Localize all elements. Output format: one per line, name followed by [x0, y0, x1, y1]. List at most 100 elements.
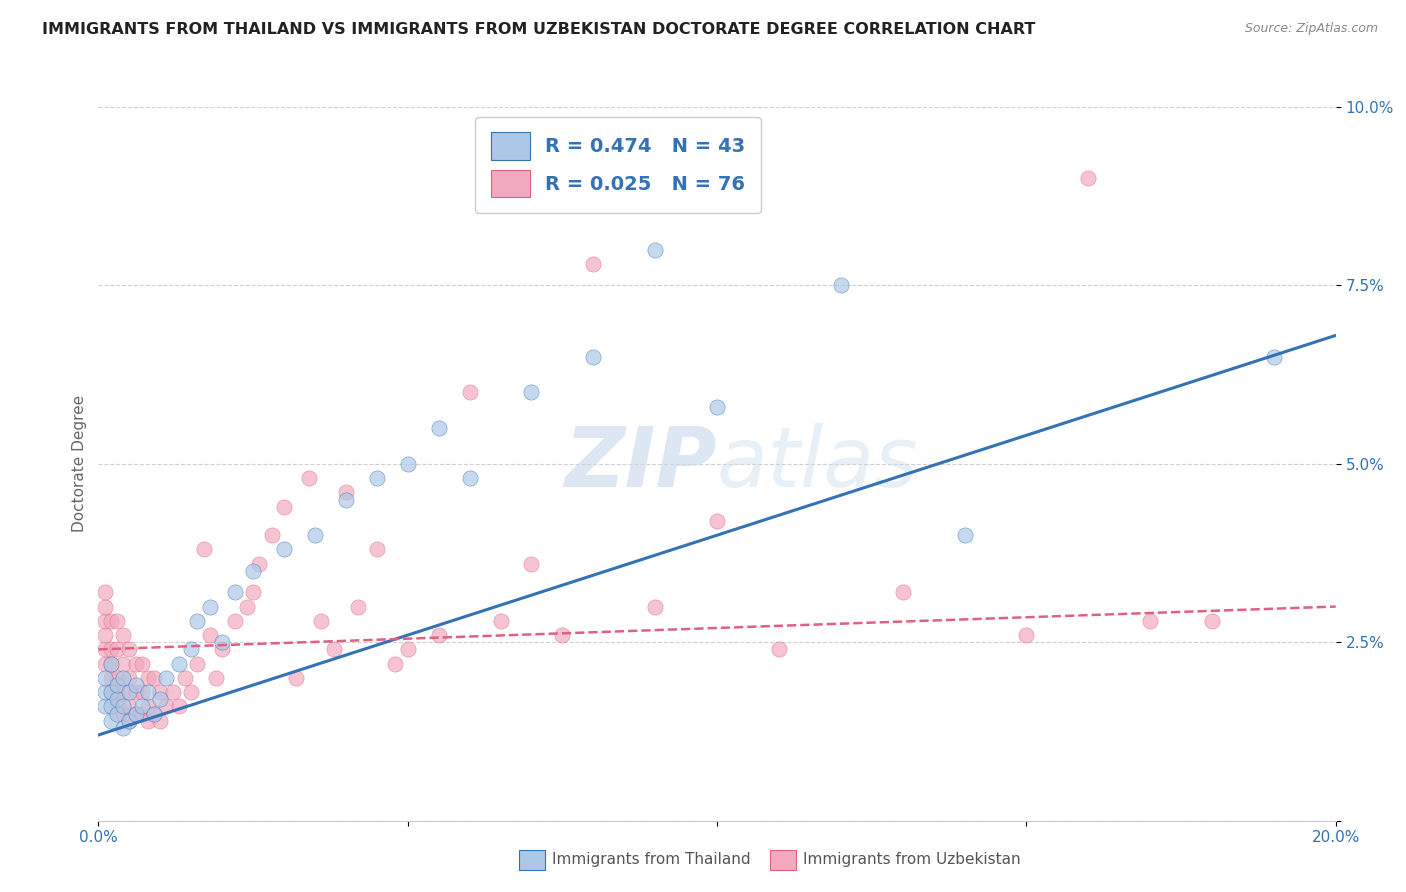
Point [706, 400, 728, 414]
Point [427, 421, 450, 435]
Point [105, 678, 128, 692]
Y-axis label: Doctorate Degree: Doctorate Degree [72, 395, 87, 533]
Point [131, 699, 153, 714]
Point [93, 614, 115, 628]
Point [706, 514, 728, 528]
Text: Immigrants from Uzbekistan: Immigrants from Uzbekistan [803, 853, 1021, 867]
Text: Immigrants from Thailand: Immigrants from Thailand [551, 853, 751, 867]
Point [1077, 171, 1099, 186]
Point [644, 243, 666, 257]
Point [582, 257, 605, 271]
Point [458, 385, 481, 400]
Point [198, 628, 221, 642]
Point [520, 557, 543, 571]
Point [309, 614, 332, 628]
Point [298, 471, 321, 485]
Legend: R = 0.474   N = 43, R = 0.025   N = 76: R = 0.474 N = 43, R = 0.025 N = 76 [475, 117, 761, 212]
Point [273, 500, 295, 514]
Point [167, 699, 190, 714]
Point [105, 671, 128, 685]
Point [136, 714, 159, 728]
Point [224, 585, 246, 599]
Point [100, 699, 122, 714]
Point [112, 721, 135, 735]
Point [93, 585, 115, 599]
Point [136, 685, 159, 699]
Point [100, 685, 122, 699]
Point [100, 614, 122, 628]
Point [155, 699, 177, 714]
Point [1263, 350, 1285, 364]
Point [458, 471, 481, 485]
Point [273, 542, 295, 557]
Point [247, 557, 270, 571]
Point [551, 628, 574, 642]
Point [93, 642, 115, 657]
Text: IMMIGRANTS FROM THAILAND VS IMMIGRANTS FROM UZBEKISTAN DOCTORATE DEGREE CORRELAT: IMMIGRANTS FROM THAILAND VS IMMIGRANTS F… [42, 22, 1036, 37]
Point [118, 699, 141, 714]
Point [136, 671, 159, 685]
Point [143, 706, 166, 721]
Point [193, 542, 215, 557]
Point [149, 685, 172, 699]
Point [118, 642, 141, 657]
Point [118, 671, 141, 685]
Point [93, 599, 115, 614]
Point [124, 706, 146, 721]
Point [100, 671, 122, 685]
Point [112, 706, 135, 721]
Point [93, 685, 115, 699]
Point [100, 685, 122, 699]
Point [112, 699, 135, 714]
Point [100, 714, 122, 728]
Point [180, 685, 202, 699]
Point [162, 685, 184, 699]
Point [1015, 628, 1038, 642]
Point [174, 671, 197, 685]
Point [155, 671, 177, 685]
Point [100, 642, 122, 657]
Point [830, 278, 852, 293]
Point [322, 642, 344, 657]
Point [131, 657, 153, 671]
Point [124, 685, 146, 699]
Point [186, 614, 208, 628]
Point [224, 614, 246, 628]
Point [124, 706, 146, 721]
Point [149, 714, 172, 728]
Point [112, 671, 135, 685]
Point [112, 685, 135, 699]
Point [211, 642, 233, 657]
Point [1139, 614, 1161, 628]
Point [143, 706, 166, 721]
Point [285, 671, 308, 685]
Point [118, 685, 141, 699]
Point [124, 657, 146, 671]
Point [366, 542, 388, 557]
Point [131, 685, 153, 699]
Point [131, 706, 153, 721]
Point [891, 585, 914, 599]
Point [143, 671, 166, 685]
Point [105, 692, 128, 706]
Point [205, 671, 228, 685]
Point [93, 628, 115, 642]
Point [105, 614, 128, 628]
Point [366, 471, 388, 485]
Point [242, 585, 264, 599]
Text: Source: ZipAtlas.com: Source: ZipAtlas.com [1244, 22, 1378, 36]
Point [396, 457, 419, 471]
Point [93, 657, 115, 671]
Text: atlas: atlas [717, 424, 918, 504]
Point [100, 657, 122, 671]
Point [768, 642, 790, 657]
Point [347, 599, 370, 614]
Point [105, 699, 128, 714]
Point [953, 528, 976, 542]
Point [100, 657, 122, 671]
Point [582, 350, 605, 364]
Point [242, 564, 264, 578]
Text: ZIP: ZIP [564, 424, 717, 504]
Point [105, 706, 128, 721]
Point [112, 628, 135, 642]
